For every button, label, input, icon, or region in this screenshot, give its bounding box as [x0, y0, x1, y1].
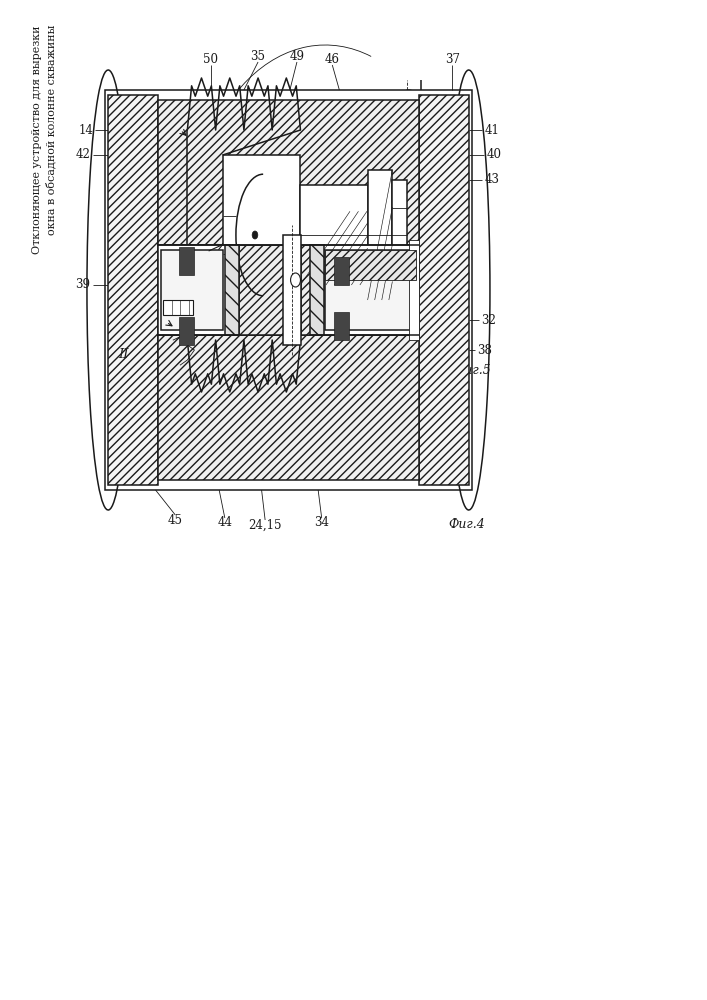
Bar: [225, 245, 239, 335]
Bar: [325, 250, 416, 280]
Text: 35: 35: [250, 50, 266, 63]
Bar: [325, 250, 416, 330]
Text: 38: 38: [477, 344, 492, 357]
Circle shape: [252, 231, 258, 239]
Text: Фиг.4: Фиг.4: [448, 518, 485, 532]
Text: 28: 28: [187, 248, 201, 261]
Bar: [179, 247, 194, 275]
Text: 34: 34: [314, 516, 329, 530]
Text: 41: 41: [484, 123, 499, 136]
Text: 40: 40: [486, 148, 501, 161]
Text: 24,15: 24,15: [248, 518, 282, 532]
Bar: [300, 185, 368, 285]
Bar: [334, 257, 349, 285]
Text: 32: 32: [481, 314, 496, 327]
Bar: [334, 312, 349, 340]
Text: 43: 43: [484, 173, 499, 186]
Text: III: III: [173, 258, 188, 271]
Bar: [419, 95, 469, 485]
Bar: [179, 317, 194, 345]
Bar: [310, 245, 324, 335]
Text: окна в обсадной колонне скважины: окна в обсадной колонне скважины: [47, 25, 57, 235]
Bar: [368, 170, 392, 300]
Bar: [223, 155, 300, 315]
Bar: [392, 180, 407, 290]
Bar: [239, 245, 283, 335]
Text: Фиг.5: Фиг.5: [454, 363, 491, 376]
Bar: [105, 90, 472, 490]
Text: 14: 14: [78, 123, 93, 136]
Bar: [163, 300, 193, 315]
Text: 80: 80: [380, 138, 395, 151]
Bar: [161, 250, 223, 330]
Text: 39: 39: [76, 278, 90, 292]
Text: 49: 49: [289, 50, 305, 63]
Bar: [158, 100, 419, 245]
Text: 50: 50: [203, 53, 218, 66]
Bar: [283, 235, 301, 345]
Text: 45: 45: [168, 514, 183, 526]
Bar: [409, 240, 419, 340]
Bar: [301, 245, 310, 335]
Circle shape: [291, 273, 300, 287]
Text: 20: 20: [264, 363, 280, 376]
Bar: [108, 95, 158, 485]
Bar: [158, 335, 419, 480]
Text: 46: 46: [325, 53, 340, 66]
Text: 44: 44: [217, 516, 233, 530]
Text: 77: 77: [337, 113, 353, 126]
Text: 21: 21: [160, 121, 175, 134]
Bar: [158, 245, 419, 335]
Text: 79: 79: [146, 316, 161, 328]
Text: Отклоняющее устройство для вырезки: Отклоняющее устройство для вырезки: [33, 25, 42, 253]
Text: 42: 42: [76, 148, 90, 161]
Text: 37: 37: [445, 53, 460, 66]
Text: II: II: [119, 349, 129, 361]
